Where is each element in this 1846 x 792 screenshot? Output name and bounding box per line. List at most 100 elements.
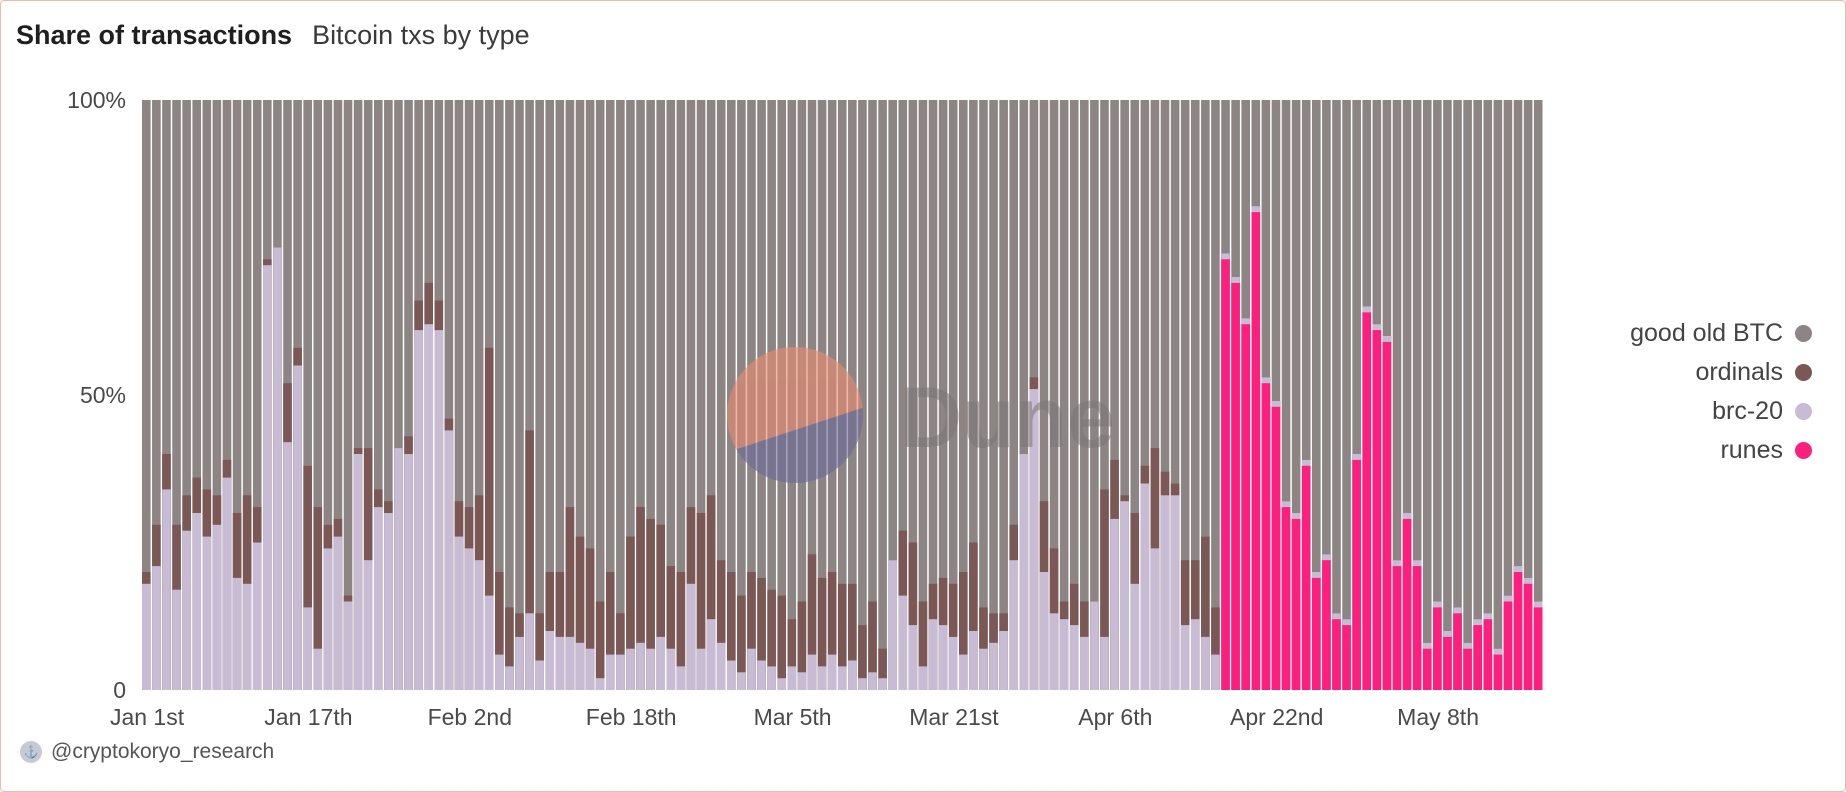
bar-ordinals [716,560,726,690]
bar-good-old-btc [495,100,504,690]
bar-brc-20 [252,542,262,690]
bar-brc-20 [979,648,988,690]
bar-ordinals [595,601,605,690]
bar-brc-20 [636,642,645,690]
bar-good-old-btc [1453,100,1462,690]
bar-ordinals [636,507,645,690]
bar-brc-20 [807,654,817,690]
bar-brc-20 [454,536,464,690]
bar-good-old-btc [1281,100,1291,690]
bar-good-old-btc [908,100,918,690]
bar-brc-20 [858,678,867,690]
legend: good old BTC ordinals brc-20 runes [1630,318,1812,465]
legend-dot-icon [1795,324,1812,342]
bar-runes [1483,619,1493,690]
bar-good-old-btc [1473,100,1482,690]
legend-label: good old BTC [1630,318,1783,347]
bar-ordinals [858,625,867,690]
bar-brc-20 [1100,636,1109,690]
bar-good-old-btc [616,100,625,690]
user-avatar-icon: ⚓ [20,741,42,763]
x-tick-label: May 8th [1397,704,1479,730]
bar-runes [1231,282,1240,690]
bar-good-old-btc [1120,100,1129,690]
bar-good-old-btc [1443,100,1452,690]
bar-brc-20 [1130,583,1140,690]
chart-header: Share of transactions Bitcoin txs by typ… [16,20,530,51]
bar-good-old-btc [989,100,998,690]
bar-good-old-btc [1433,100,1442,690]
bar-brc-20 [495,654,504,690]
bar-good-old-btc [1201,100,1210,690]
bar-good-old-btc [696,100,706,690]
bar-good-old-btc [928,100,938,690]
bar-good-old-btc [535,100,544,690]
bar-brc-20 [928,619,938,690]
bar-ordinals [787,619,797,690]
bar-ordinals [1201,536,1210,690]
bar-good-old-btc [656,100,665,690]
bar-good-old-btc [313,100,323,690]
bar-ordinals [696,513,706,690]
bar-good-old-btc [444,100,454,690]
bar-good-old-btc [626,100,635,690]
bar-brc-20 [969,631,978,690]
bar-brc-20 [605,654,615,690]
bar-runes [1301,465,1311,690]
bar-brc-20 [767,666,776,690]
bar-brc-20 [868,672,877,690]
legend-label: runes [1720,435,1783,464]
bar-brc-20 [172,589,181,690]
bar-brc-20 [938,625,948,690]
bar-good-old-btc [1100,100,1109,690]
bar-runes [1412,566,1422,690]
bar-good-old-btc [242,100,252,690]
bar-good-old-btc [222,100,232,690]
y-tick-label: 0 [113,677,126,703]
bar-good-old-btc [1090,100,1099,690]
bar-runes [1342,625,1351,690]
bar-ordinals [505,607,514,690]
legend-dot-icon [1795,402,1812,420]
bar-good-old-btc [353,100,363,690]
bar-brc-20 [958,654,968,690]
legend-item[interactable]: runes [1720,435,1812,465]
bar-brc-20 [918,666,928,690]
bar-ordinals [1100,489,1109,690]
bar-good-old-btc [202,100,212,690]
bar-runes [1312,577,1321,690]
legend-item[interactable]: ordinals [1695,357,1812,387]
bar-ordinals [868,601,877,690]
x-tick-label: Feb 18th [586,704,677,730]
bar-runes [1372,330,1382,690]
bar-brc-20 [555,636,565,690]
bar-good-old-btc [1069,100,1079,690]
bar-good-old-btc [1483,100,1493,690]
chart-subtitle: Bitcoin txs by type [312,20,530,50]
bar-good-old-btc [1503,100,1513,690]
legend-item[interactable]: good old BTC [1630,318,1812,348]
bar-runes [1503,601,1513,690]
bar-good-old-btc [1322,100,1331,690]
bar-brc-20 [616,654,625,690]
bar-runes [1291,518,1301,690]
bar-runes [1251,212,1261,690]
bar-good-old-btc [888,100,897,690]
legend-item[interactable]: brc-20 [1712,396,1812,426]
bar-ordinals [535,613,544,690]
x-tick-label: Apr 22nd [1230,704,1323,730]
bar-brc-20 [363,560,373,690]
bar-brc-20 [1049,613,1059,690]
bar-good-old-btc [515,100,524,690]
bar-ordinals [757,577,766,690]
bar-good-old-btc [666,100,676,690]
bar-good-old-btc [142,100,151,690]
bar-good-old-btc [394,100,403,690]
bar-brc-20 [1009,560,1019,690]
bar-brc-20 [273,247,282,690]
bar-good-old-btc [1150,100,1160,690]
bar-brc-20 [646,648,655,690]
bar-brc-20 [242,583,252,690]
bar-brc-20 [626,648,635,690]
bar-ordinals [555,572,565,690]
